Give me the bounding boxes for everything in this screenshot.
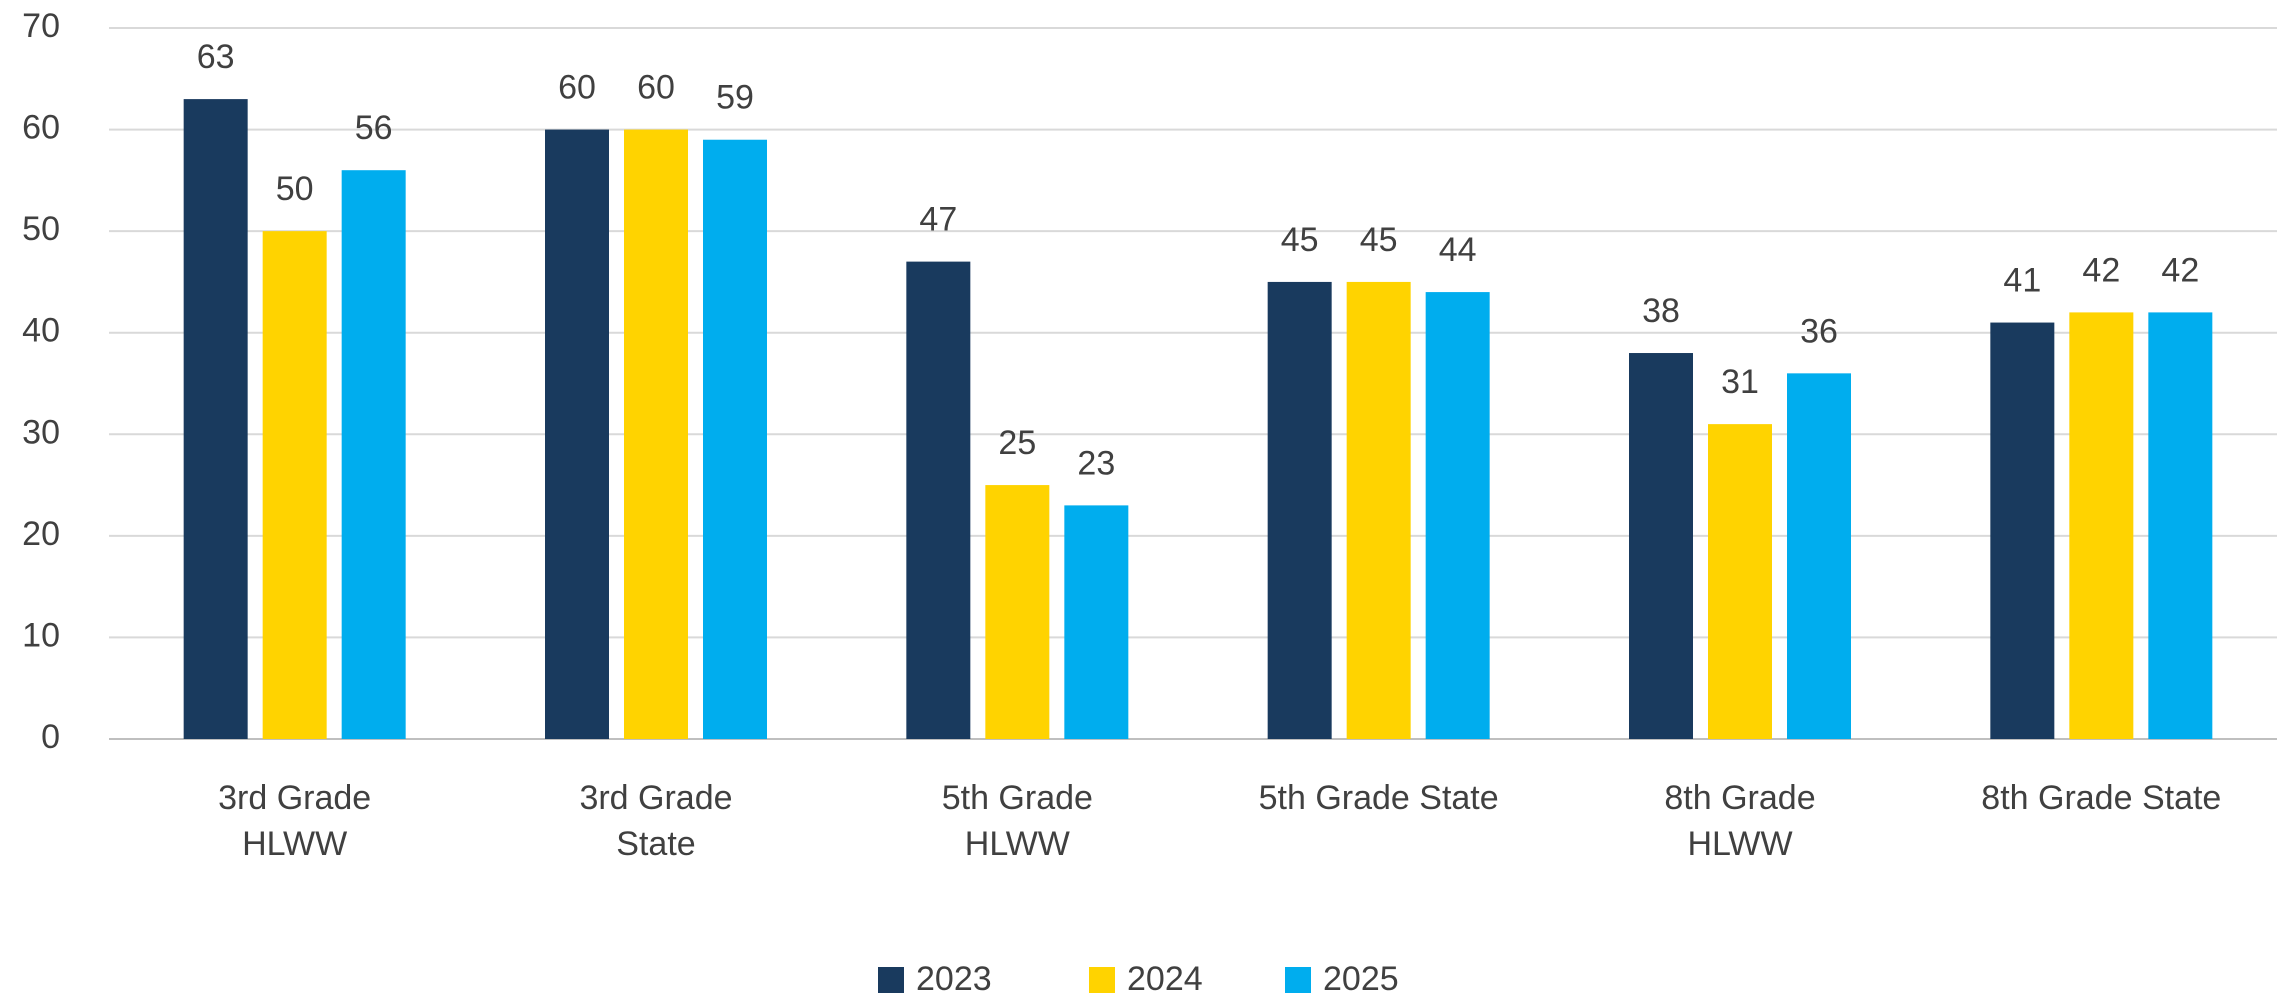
data-label: 42	[2082, 251, 2120, 289]
y-tick-label: 10	[22, 616, 60, 654]
bar	[624, 129, 688, 740]
data-label: 59	[716, 79, 754, 117]
y-tick-label: 20	[22, 515, 60, 553]
data-label: 31	[1721, 363, 1759, 401]
data-label: 44	[1439, 231, 1477, 269]
data-label: 60	[637, 69, 675, 107]
x-tick-label: 5th Grade HLWW	[941, 779, 1093, 863]
data-label: 45	[1281, 221, 1319, 259]
data-label: 41	[2003, 262, 2041, 300]
data-label: 25	[998, 424, 1036, 462]
bar	[985, 485, 1050, 739]
bar	[1064, 505, 1129, 739]
x-tick-label: 5th Grade State	[1258, 779, 1499, 817]
y-tick-label: 30	[22, 413, 60, 451]
bar	[1346, 281, 1411, 739]
y-tick-label: 50	[22, 210, 60, 248]
legend-label: 2025	[1323, 960, 1399, 998]
y-tick-label: 0	[41, 718, 60, 756]
bar	[341, 170, 406, 739]
x-tick-label: 3rd Grade State	[579, 779, 733, 863]
legend-swatch	[1089, 967, 1115, 993]
data-label: 50	[276, 170, 314, 208]
data-label: 23	[1077, 444, 1115, 482]
bar	[545, 129, 609, 740]
data-label: 45	[1360, 221, 1398, 259]
legend-label: 2024	[1127, 960, 1203, 998]
x-tick-label: 8th Grade State	[1981, 779, 2222, 817]
data-label: 42	[2161, 251, 2199, 289]
data-label: 56	[355, 109, 393, 147]
bar	[262, 231, 327, 739]
bar	[1990, 322, 2055, 739]
bar	[1708, 424, 1772, 739]
bar	[1629, 353, 1693, 739]
data-label: 36	[1800, 312, 1838, 350]
legend-label: 2023	[916, 960, 992, 998]
legend-swatch	[878, 967, 904, 993]
legend-swatch	[1285, 967, 1311, 993]
data-label: 38	[1642, 292, 1680, 330]
bar	[1787, 373, 1851, 739]
y-tick-label: 40	[22, 312, 60, 350]
bar	[183, 99, 248, 740]
y-tick-label: 70	[22, 7, 60, 45]
data-label: 60	[558, 69, 596, 107]
x-tick-label: 3rd Grade HLWW	[218, 779, 372, 863]
bar	[1267, 281, 1332, 739]
data-label: 47	[919, 201, 957, 239]
data-label: 63	[197, 38, 235, 76]
bar	[1425, 292, 1490, 739]
x-tick-label: 8th Grade HLWW	[1664, 779, 1816, 863]
y-tick-label: 60	[22, 109, 60, 147]
bar	[2069, 312, 2134, 739]
bar	[2148, 312, 2213, 739]
bar	[703, 139, 767, 739]
bar	[906, 261, 971, 739]
